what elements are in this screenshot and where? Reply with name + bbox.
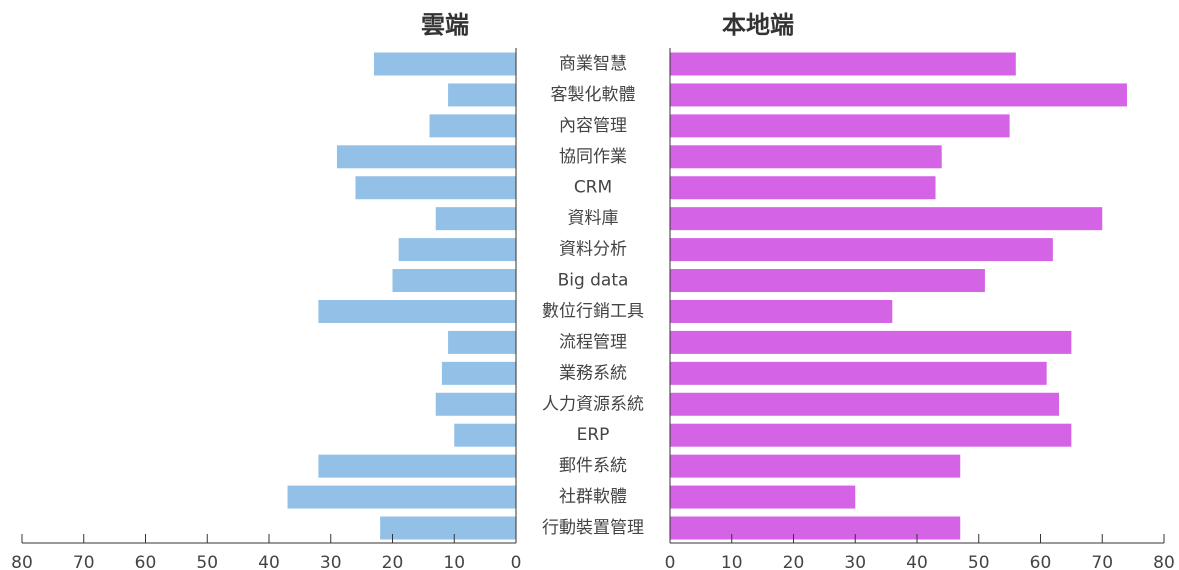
category-label: 人力資源系統	[542, 394, 644, 414]
left-title: 雲端	[421, 11, 469, 39]
x-tick-label: 80	[11, 553, 33, 570]
x-tick-label: 80	[1153, 553, 1175, 570]
x-tick-label: 60	[1030, 553, 1052, 570]
bar	[355, 176, 516, 200]
bar	[429, 114, 516, 138]
x-tick-label: 30	[844, 553, 866, 570]
bar	[380, 516, 516, 540]
x-tick-label: 70	[73, 553, 95, 570]
category-label: 流程管理	[559, 332, 627, 352]
category-label: 協同作業	[559, 147, 627, 167]
x-tick-label: 40	[906, 553, 928, 570]
bar	[670, 238, 1053, 262]
bar	[670, 145, 942, 169]
x-tick-label: 20	[783, 553, 805, 570]
category-label: 行動裝置管理	[542, 518, 644, 538]
category-label: 社群軟體	[559, 487, 627, 507]
category-label: 數位行銷工具	[542, 301, 644, 321]
bar	[670, 207, 1103, 231]
category-label: 商業智慧	[559, 54, 627, 74]
bar	[287, 485, 516, 509]
x-tick-label: 40	[258, 553, 280, 570]
category-label: 客製化軟體	[551, 85, 636, 105]
x-tick-label: 20	[382, 553, 404, 570]
x-tick-label: 50	[196, 553, 218, 570]
right-title: 本地端	[722, 11, 794, 39]
category-label: Big data	[558, 271, 629, 291]
bar	[670, 83, 1127, 107]
bar	[435, 207, 516, 231]
bar	[670, 485, 856, 509]
bar	[441, 361, 516, 385]
bar	[318, 454, 516, 478]
category-label: 資料庫	[568, 209, 619, 229]
x-tick-label: 0	[511, 553, 522, 570]
bar	[670, 114, 1010, 138]
bar	[454, 423, 516, 447]
category-label: 內容管理	[559, 116, 627, 136]
x-tick-label: 10	[721, 553, 743, 570]
bar	[373, 52, 516, 76]
bar	[435, 392, 516, 416]
category-label: 資料分析	[559, 240, 627, 260]
bar	[448, 330, 516, 354]
category-label: 郵件系統	[559, 456, 627, 476]
bar	[670, 423, 1072, 447]
bar	[670, 392, 1060, 416]
x-tick-label: 50	[968, 553, 990, 570]
bar	[670, 361, 1047, 385]
x-tick-label: 0	[665, 553, 676, 570]
bar	[670, 516, 961, 540]
category-label: CRM	[574, 178, 612, 198]
bar	[670, 330, 1072, 354]
bar	[318, 299, 516, 323]
bar	[336, 145, 516, 169]
x-tick-label: 60	[135, 553, 157, 570]
bar	[670, 52, 1016, 76]
bar	[670, 299, 893, 323]
x-tick-label: 70	[1091, 553, 1113, 570]
bar	[448, 83, 516, 107]
bar	[670, 454, 961, 478]
bar	[670, 269, 985, 293]
x-tick-label: 10	[443, 553, 465, 570]
bar	[398, 238, 516, 262]
bar	[392, 269, 516, 293]
bar	[670, 176, 936, 200]
category-label: ERP	[577, 425, 610, 445]
x-tick-label: 30	[320, 553, 342, 570]
category-label: 業務系統	[559, 363, 627, 383]
